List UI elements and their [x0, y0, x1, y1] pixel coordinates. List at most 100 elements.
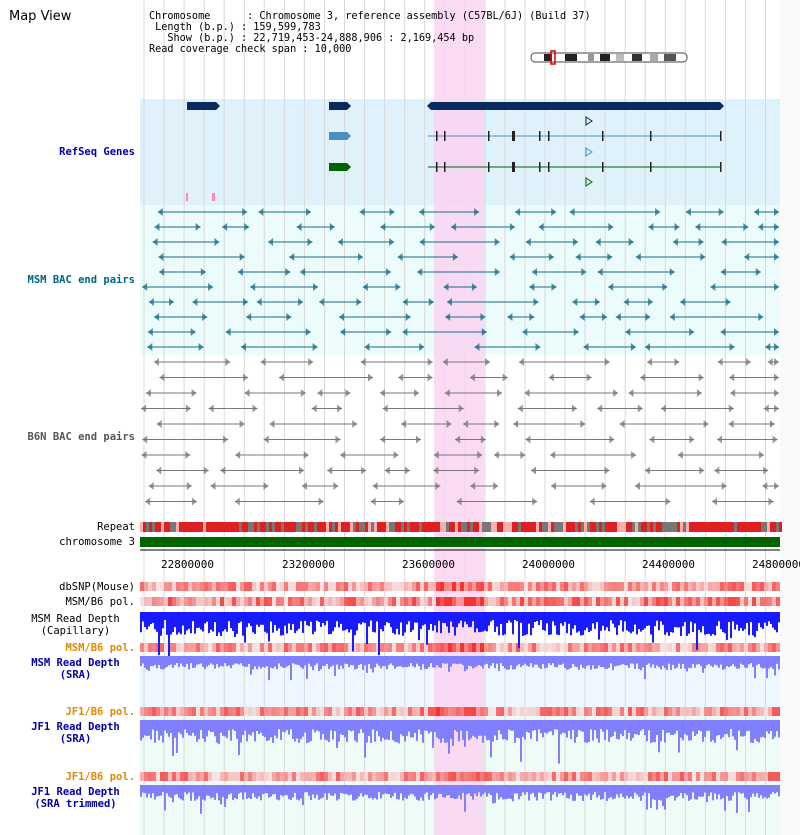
depth-bar: [470, 663, 472, 667]
polymorphism-cell: [732, 643, 736, 652]
depth-bar: [410, 620, 412, 633]
depth-bar: [422, 620, 424, 626]
depth-bar: [252, 620, 254, 633]
depth-bar: [256, 729, 258, 732]
depth-bar: [666, 729, 668, 733]
polymorphism-cell: [312, 707, 316, 716]
track-label-msm-depth-capillary[interactable]: MSM Read Depth (Capillary): [31, 613, 120, 637]
depth-bar: [334, 792, 336, 794]
end-marker: [580, 420, 586, 428]
depth-bar: [524, 729, 526, 740]
depth-bar: [256, 792, 258, 799]
depth-bar: [664, 663, 666, 669]
end-marker: [243, 373, 249, 382]
polymorphism-cell: [744, 582, 748, 591]
chromosome-label: Chromosome: [149, 11, 211, 22]
end-marker: [628, 389, 634, 397]
track-label-dbsnp[interactable]: dbSNP(Mouse): [59, 581, 135, 593]
depth-bar: [746, 663, 748, 668]
polymorphism-cell: [184, 597, 188, 606]
polymorphism-cell: [160, 707, 164, 716]
polymorphism-cell: [764, 643, 768, 652]
polymorphism-cell: [272, 643, 276, 652]
coordinate-axis: 22800000 23200000 23600000 24000000 2440…: [140, 549, 800, 571]
depth-bar: [760, 792, 762, 796]
chromosome-bar[interactable]: [140, 537, 780, 547]
polymorphism-cell: [480, 707, 484, 716]
depth-bar: [696, 620, 698, 651]
end-marker: [141, 451, 147, 459]
track-label-msm-b6-pol-2[interactable]: MSM/B6 pol.: [65, 642, 135, 654]
depth-bar: [474, 792, 476, 794]
exon-mark: [602, 131, 604, 141]
depth-bar: [696, 792, 698, 800]
gene-arrow: [347, 163, 351, 171]
region-highlight[interactable]: [434, 0, 484, 835]
depth-bar: [542, 663, 544, 664]
track-label-chromosome[interactable]: chromosome 3: [59, 536, 135, 548]
track-label-refseq[interactable]: RefSeq Genes: [59, 146, 135, 158]
depth-bar: [500, 620, 502, 624]
end-marker: [298, 298, 304, 306]
polymorphism-cell: [648, 772, 652, 781]
polymorphism-cell: [340, 707, 344, 716]
read-depth-tracks[interactable]: [140, 612, 780, 814]
end-marker: [451, 223, 457, 231]
polymorphism-cell: [388, 597, 392, 606]
polymorphism-cell: [268, 707, 272, 716]
depth-bar: [354, 620, 356, 636]
depth-bar: [486, 620, 488, 632]
polymorphism-heat-tracks[interactable]: [140, 582, 780, 781]
end-marker: [689, 435, 695, 444]
polymorphism-cell: [456, 597, 460, 606]
polymorphism-cell: [768, 643, 772, 652]
track-label-jf1-b6-pol-1[interactable]: JF1/B6 pol.: [65, 706, 135, 718]
depth-bar: [602, 620, 604, 626]
depth-bar: [430, 620, 432, 624]
polymorphism-cell: [672, 597, 676, 606]
depth-bar: [488, 663, 490, 669]
depth-bar: [198, 620, 200, 628]
polymorphism-cell: [596, 597, 600, 606]
depth-bar: [324, 792, 326, 794]
repeat-block: [179, 522, 182, 532]
end-marker: [463, 420, 469, 428]
track-label-msm-b6-pol-1[interactable]: MSM/B6 pol.: [65, 596, 135, 608]
repeat-track[interactable]: [140, 522, 782, 532]
depth-bar: [330, 620, 332, 634]
depth-bar: [730, 792, 732, 801]
polymorphism-cell: [712, 643, 716, 652]
msm-bac-layer[interactable]: [142, 208, 779, 351]
b6n-bac-layer[interactable]: [141, 358, 779, 506]
depth-bar: [384, 792, 386, 794]
repeat-block: [734, 522, 737, 532]
repeat-block: [269, 522, 272, 532]
polymorphism-cell: [196, 772, 200, 781]
end-marker: [619, 420, 625, 428]
depth-bar: [642, 663, 644, 668]
depth-bar: [398, 620, 400, 635]
track-label-repeat[interactable]: Repeat: [97, 521, 135, 533]
depth-bar: [250, 663, 252, 675]
refseq-genes-layer[interactable]: [186, 102, 724, 201]
track-label-msm-depth-sra[interactable]: MSM Read Depth (SRA): [31, 657, 120, 681]
depth-bar: [738, 663, 740, 669]
depth-bar: [518, 620, 520, 649]
chromosome-ideogram[interactable]: [530, 50, 688, 65]
track-label-jf1-depth-trimmed[interactable]: JF1 Read Depth (SRA trimmed): [31, 786, 120, 810]
track-label-msm-bac[interactable]: MSM BAC end pairs: [27, 274, 135, 286]
polymorphism-cell: [548, 597, 552, 606]
repeat-block: [182, 522, 185, 532]
depth-bar: [544, 620, 546, 631]
depth-bar: [406, 663, 408, 668]
track-label-b6n-bac[interactable]: B6N BAC end pairs: [27, 431, 135, 443]
track-label-jf1-b6-pol-2[interactable]: JF1/B6 pol.: [65, 771, 135, 783]
end-marker: [774, 283, 779, 291]
track-label-jf1-depth-sra[interactable]: JF1 Read Depth (SRA): [31, 721, 120, 745]
depth-bar: [406, 792, 408, 799]
polymorphism-cell: [228, 707, 232, 716]
polymorphism-cell: [660, 772, 664, 781]
polymorphism-cell: [652, 643, 656, 652]
depth-bar: [560, 663, 562, 665]
repeat-block: [722, 522, 725, 532]
